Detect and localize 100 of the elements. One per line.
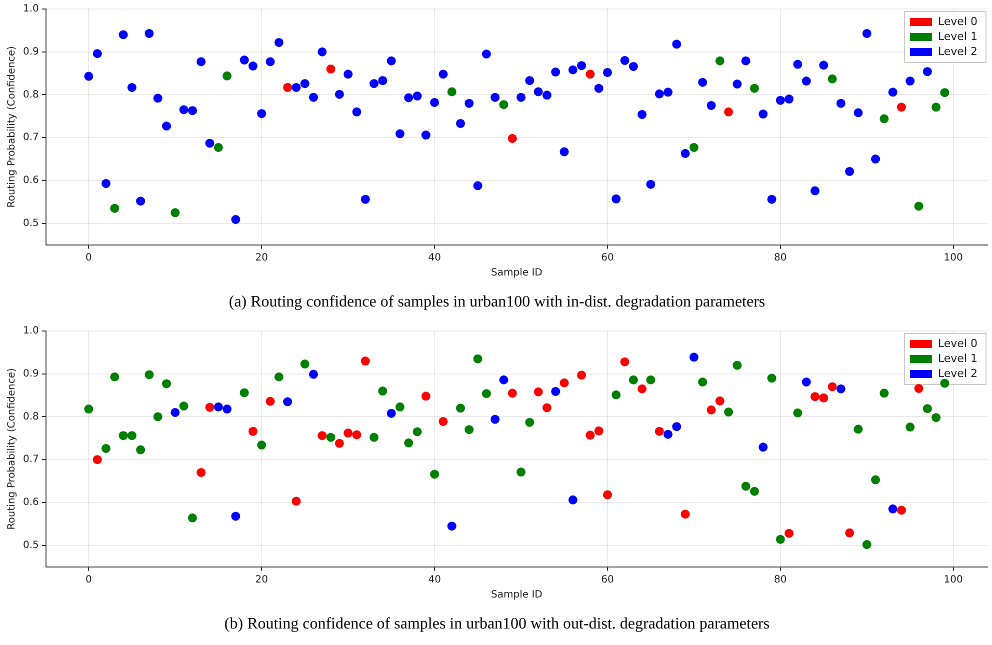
point: [136, 445, 146, 454]
point: [447, 522, 456, 531]
point: [205, 402, 214, 412]
point: [715, 56, 724, 66]
point: [283, 397, 292, 406]
point: [560, 378, 569, 388]
legend-label: Level 0: [938, 14, 978, 28]
point: [914, 202, 924, 211]
y-tick-label: 0.5: [22, 218, 39, 229]
y-axis-title: Routing Probability (Confidence): [6, 46, 18, 208]
point: [516, 468, 526, 477]
point: [153, 412, 162, 422]
point: [240, 388, 249, 398]
point: [214, 402, 223, 412]
point: [896, 506, 906, 515]
point: [767, 374, 776, 383]
point: [638, 384, 647, 394]
y-tick-label: 0.8: [22, 411, 39, 422]
legend-label: Level 0: [938, 336, 978, 350]
point: [170, 208, 180, 218]
point: [404, 438, 414, 448]
point: [196, 468, 206, 477]
point: [828, 382, 837, 392]
point: [680, 510, 690, 519]
point: [922, 404, 932, 414]
point: [784, 528, 794, 538]
y-axis-title: Routing Probability (Confidence): [6, 368, 18, 530]
point: [473, 354, 482, 364]
point: [525, 418, 534, 427]
point: [654, 426, 664, 436]
point: [118, 431, 128, 440]
y-tick-label: 0.7: [22, 454, 39, 466]
y-tick-label: 0.9: [22, 368, 39, 380]
point: [127, 431, 136, 440]
legend-label: Level 2: [938, 44, 978, 58]
x-tick-label: 80: [774, 574, 787, 586]
point: [386, 408, 396, 418]
point: [300, 360, 310, 369]
point: [940, 88, 950, 98]
point: [741, 482, 750, 491]
point: [896, 102, 906, 112]
point: [612, 390, 621, 400]
point: [421, 392, 430, 401]
point: [508, 134, 517, 143]
point: [326, 432, 336, 442]
point: [914, 384, 924, 393]
point: [586, 70, 595, 79]
point: [880, 388, 889, 398]
y-tick-label: 0.6: [22, 175, 39, 186]
point: [828, 74, 837, 84]
y-tick-label: 0.9: [22, 46, 39, 58]
point: [862, 540, 872, 550]
point: [344, 428, 353, 438]
point: [499, 100, 508, 110]
point: [906, 422, 915, 432]
point: [110, 204, 120, 213]
point: [664, 430, 673, 439]
point: [170, 408, 180, 417]
point: [542, 403, 552, 412]
x-tick-label: 0: [86, 574, 92, 586]
point: [706, 405, 716, 414]
point: [395, 402, 404, 412]
x-tick-label: 60: [601, 252, 614, 264]
point: [819, 393, 828, 402]
point: [577, 370, 586, 380]
point: [932, 413, 941, 422]
point: [370, 432, 379, 442]
point: [628, 375, 638, 384]
point: [810, 392, 820, 402]
point: [854, 424, 863, 434]
x-tick-label: 0: [86, 252, 92, 264]
point: [248, 426, 258, 436]
point: [802, 378, 811, 387]
point: [179, 402, 188, 411]
legend-label: Level 1: [938, 352, 978, 365]
point: [724, 408, 734, 417]
x-axis-title: Sample ID: [491, 267, 543, 278]
point: [750, 84, 759, 93]
point: [646, 375, 656, 384]
point: [940, 378, 950, 388]
x-tick-label: 40: [428, 252, 441, 264]
point: [602, 490, 612, 500]
point: [430, 470, 440, 479]
point: [214, 142, 223, 152]
point: [222, 404, 232, 414]
point: [776, 534, 785, 544]
x-tick-label: 20: [255, 252, 268, 264]
legend-label: Level 2: [938, 366, 978, 380]
x-tick-label: 100: [944, 252, 963, 264]
point: [758, 442, 768, 452]
point: [447, 87, 456, 96]
text: (a) Routing confidence of samples in urban100 with in-dist. degradation parameters: [228, 294, 766, 311]
point: [378, 386, 388, 396]
y-tick-label: 0.5: [22, 540, 39, 551]
point: [672, 422, 682, 432]
y-tick-label: 0.8: [22, 89, 39, 100]
point: [360, 356, 370, 366]
point: [92, 455, 102, 464]
point: [732, 360, 742, 370]
point: [871, 475, 880, 484]
